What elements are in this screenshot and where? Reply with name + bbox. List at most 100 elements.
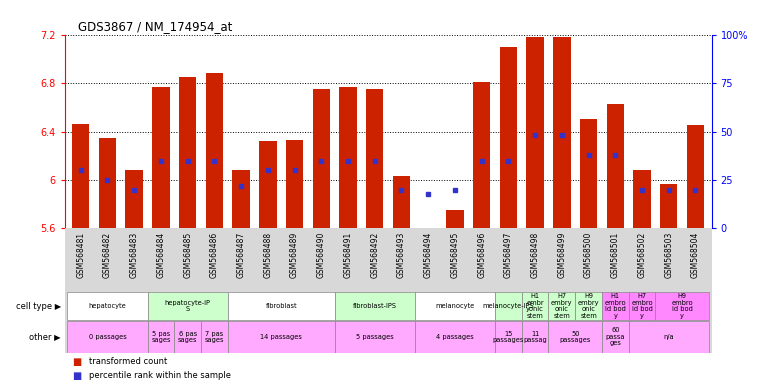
Text: hepatocyte-iP
S: hepatocyte-iP S bbox=[164, 300, 211, 313]
Text: GSM568490: GSM568490 bbox=[317, 232, 326, 278]
Text: GSM568486: GSM568486 bbox=[210, 232, 219, 278]
Text: GSM568503: GSM568503 bbox=[664, 232, 673, 278]
Text: percentile rank within the sample: percentile rank within the sample bbox=[89, 371, 231, 379]
Bar bbox=[549, 293, 575, 320]
Bar bbox=[602, 321, 629, 353]
Bar bbox=[415, 321, 495, 353]
Text: other ▶: other ▶ bbox=[29, 333, 61, 341]
Text: n/a: n/a bbox=[664, 334, 674, 340]
Bar bbox=[232, 170, 250, 228]
Bar bbox=[575, 293, 602, 320]
Bar bbox=[228, 321, 335, 353]
Bar bbox=[313, 89, 330, 228]
Bar bbox=[335, 321, 415, 353]
Text: GSM568492: GSM568492 bbox=[371, 232, 379, 278]
Bar bbox=[126, 170, 143, 228]
Text: fibroblast-IPS: fibroblast-IPS bbox=[353, 303, 396, 309]
Bar bbox=[228, 293, 335, 320]
Text: GSM568496: GSM568496 bbox=[477, 232, 486, 278]
Text: GSM568501: GSM568501 bbox=[611, 232, 619, 278]
Text: melanocyte: melanocyte bbox=[435, 303, 475, 309]
Text: 50
passages: 50 passages bbox=[559, 331, 591, 343]
Bar bbox=[522, 293, 549, 320]
Bar bbox=[500, 47, 517, 228]
Text: GSM568489: GSM568489 bbox=[290, 232, 299, 278]
Text: H1
embr
yonic
stem: H1 embr yonic stem bbox=[527, 293, 544, 319]
Bar bbox=[415, 293, 495, 320]
Bar bbox=[174, 321, 201, 353]
Text: GDS3867 / NM_174954_at: GDS3867 / NM_174954_at bbox=[78, 20, 232, 33]
Bar bbox=[602, 293, 629, 320]
Bar bbox=[152, 87, 170, 228]
Bar bbox=[495, 293, 522, 320]
Text: GSM568497: GSM568497 bbox=[504, 232, 513, 278]
Bar bbox=[687, 126, 704, 228]
Bar bbox=[633, 170, 651, 228]
Bar bbox=[607, 104, 624, 228]
Text: 6 pas
sages: 6 pas sages bbox=[178, 331, 197, 343]
Bar bbox=[553, 37, 571, 228]
Bar bbox=[419, 228, 437, 237]
Text: GSM568488: GSM568488 bbox=[263, 232, 272, 278]
Text: H1
embro
id bod
y: H1 embro id bod y bbox=[604, 293, 626, 319]
Bar bbox=[286, 140, 303, 228]
Text: 5 pas
sages: 5 pas sages bbox=[151, 331, 170, 343]
Text: H9
embry
onic
stem: H9 embry onic stem bbox=[578, 293, 600, 319]
Bar bbox=[260, 141, 276, 228]
Text: GSM568500: GSM568500 bbox=[584, 232, 593, 278]
Bar bbox=[179, 77, 196, 228]
Text: H9
embro
id bod
y: H9 embro id bod y bbox=[671, 293, 693, 319]
Bar bbox=[68, 321, 148, 353]
Text: GSM568495: GSM568495 bbox=[451, 232, 460, 278]
Bar bbox=[68, 293, 148, 320]
Text: GSM568481: GSM568481 bbox=[76, 232, 85, 278]
Text: GSM568504: GSM568504 bbox=[691, 232, 700, 278]
Bar bbox=[473, 82, 490, 228]
Text: GSM568502: GSM568502 bbox=[638, 232, 647, 278]
Bar bbox=[393, 176, 410, 228]
Text: GSM568483: GSM568483 bbox=[129, 232, 139, 278]
Text: fibroblast: fibroblast bbox=[266, 303, 297, 309]
Bar bbox=[201, 321, 228, 353]
Text: GSM568499: GSM568499 bbox=[557, 232, 566, 278]
Bar bbox=[446, 210, 463, 228]
Text: hepatocyte: hepatocyte bbox=[88, 303, 126, 309]
Text: 11
passag: 11 passag bbox=[524, 331, 547, 343]
Bar bbox=[629, 293, 655, 320]
Text: GSM568493: GSM568493 bbox=[397, 232, 406, 278]
Bar bbox=[522, 321, 549, 353]
Bar bbox=[99, 137, 116, 228]
Text: 0 passages: 0 passages bbox=[88, 334, 126, 340]
Text: melanocyte-IPS: melanocyte-IPS bbox=[482, 303, 534, 309]
Bar bbox=[366, 89, 384, 228]
Text: 60
passa
ges: 60 passa ges bbox=[606, 328, 625, 346]
Text: GSM568487: GSM568487 bbox=[237, 232, 246, 278]
Bar bbox=[339, 87, 357, 228]
Bar bbox=[495, 321, 522, 353]
Text: GSM568498: GSM568498 bbox=[530, 232, 540, 278]
Bar bbox=[335, 293, 415, 320]
Bar bbox=[580, 119, 597, 228]
Bar bbox=[148, 321, 174, 353]
Text: 7 pas
sages: 7 pas sages bbox=[205, 331, 224, 343]
Text: 15
passages: 15 passages bbox=[492, 331, 524, 343]
Bar bbox=[72, 124, 89, 228]
Text: H7
embry
onic
stem: H7 embry onic stem bbox=[551, 293, 572, 319]
Bar bbox=[629, 321, 708, 353]
Bar bbox=[549, 321, 602, 353]
Text: cell type ▶: cell type ▶ bbox=[16, 302, 61, 311]
Bar bbox=[655, 293, 708, 320]
Text: GSM568494: GSM568494 bbox=[424, 232, 433, 278]
Text: GSM568485: GSM568485 bbox=[183, 232, 192, 278]
Bar bbox=[148, 293, 228, 320]
Text: 14 passages: 14 passages bbox=[260, 334, 302, 340]
Bar bbox=[660, 184, 677, 228]
Text: ■: ■ bbox=[72, 371, 81, 381]
Text: GSM568491: GSM568491 bbox=[343, 232, 352, 278]
Text: GSM568484: GSM568484 bbox=[157, 232, 165, 278]
Text: H7
embro
id bod
y: H7 embro id bod y bbox=[631, 293, 653, 319]
Text: ■: ■ bbox=[72, 357, 81, 367]
Bar bbox=[527, 37, 544, 228]
Bar bbox=[205, 73, 223, 228]
Text: transformed count: transformed count bbox=[89, 357, 167, 366]
